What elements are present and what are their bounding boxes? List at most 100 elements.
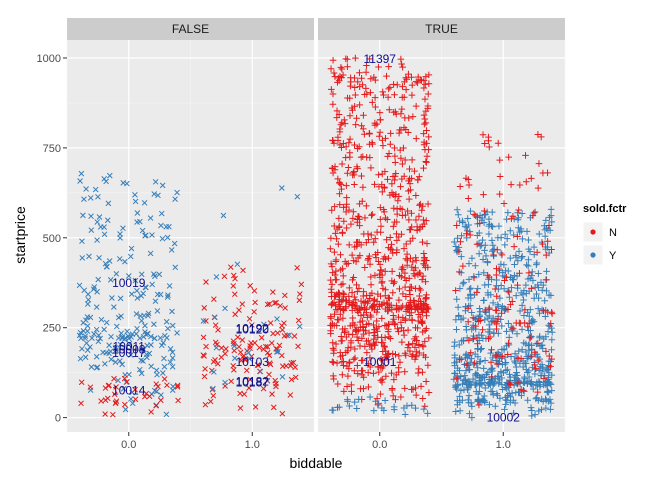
data-point-y (491, 378, 498, 386)
data-point-n (412, 285, 419, 292)
data-point-y (87, 195, 94, 201)
data-point-n (242, 357, 249, 363)
point-annotation: 10017 (112, 346, 146, 360)
data-point-y (501, 230, 509, 238)
data-point-n (392, 170, 400, 177)
data-point-y (147, 215, 154, 221)
data-point-y (77, 355, 84, 362)
data-point-y (119, 361, 125, 368)
data-point-y (506, 371, 513, 378)
data-point-y (169, 308, 175, 315)
data-point-n (121, 375, 128, 382)
data-point-n (509, 324, 517, 332)
data-point-n (465, 176, 472, 183)
data-point-y (156, 271, 163, 278)
data-point-n (349, 319, 357, 327)
data-point-n (368, 139, 376, 146)
data-point-y (351, 398, 358, 406)
data-point-n (230, 283, 237, 289)
data-point-y (279, 374, 286, 380)
data-point-n (457, 238, 464, 246)
data-point-n (246, 316, 253, 322)
data-point-y (489, 381, 497, 389)
data-point-n (413, 223, 421, 231)
data-point-n (383, 216, 391, 223)
data-point-y (522, 348, 530, 356)
data-point-n (353, 163, 361, 171)
data-point-n (505, 379, 513, 387)
data-point-y (346, 402, 353, 410)
data-point-y (513, 369, 520, 376)
data-point-y (212, 314, 218, 321)
data-point-y (401, 411, 409, 418)
data-point-y (484, 258, 491, 265)
data-point-n (395, 328, 402, 335)
data-point-n (362, 85, 370, 92)
data-point-n (420, 164, 427, 172)
data-point-n (327, 285, 335, 293)
data-point-y (456, 407, 464, 415)
data-point-n (531, 348, 539, 356)
data-point-n (422, 217, 430, 224)
data-point-n (247, 282, 254, 289)
data-point-n (463, 230, 470, 238)
data-point-y (451, 362, 459, 369)
data-point-n (371, 341, 378, 349)
data-point-y (525, 245, 533, 253)
data-point-y (168, 247, 175, 253)
data-point-n (414, 305, 421, 313)
data-point-y (82, 335, 88, 342)
data-point-y (476, 305, 483, 312)
data-point-n (251, 288, 258, 294)
data-point-n (349, 300, 356, 308)
data-point-n (329, 100, 337, 108)
data-point-y (517, 227, 525, 235)
data-point-n (362, 68, 370, 76)
data-point-n (102, 411, 108, 417)
data-point-n (424, 90, 432, 98)
data-point-n (401, 156, 409, 164)
data-point-y (545, 388, 552, 396)
data-point-y (122, 258, 128, 265)
data-point-n (368, 210, 376, 218)
data-point-n (405, 341, 412, 349)
data-point-n (247, 376, 254, 383)
data-point-n (332, 256, 340, 264)
data-point-n (78, 400, 84, 407)
data-point-y (531, 411, 539, 418)
data-point-y (257, 368, 264, 375)
data-point-n (361, 91, 368, 98)
data-point-n (334, 137, 342, 144)
data-point-y (488, 208, 496, 216)
data-point-n (387, 245, 394, 253)
data-point-n (270, 330, 276, 337)
data-point-n (547, 363, 554, 370)
data-point-n (548, 310, 556, 317)
data-point-y (468, 254, 476, 262)
data-point-y (524, 369, 531, 376)
data-point-y (77, 178, 83, 184)
data-point-n (350, 257, 357, 264)
data-point-n (337, 281, 345, 289)
data-point-n (377, 266, 385, 274)
data-point-n (465, 337, 473, 344)
data-point-y (547, 206, 555, 213)
data-point-n (423, 159, 430, 166)
data-point-y (511, 272, 518, 279)
data-point-n (392, 108, 399, 116)
data-point-n (337, 305, 344, 312)
data-point-n (355, 285, 363, 292)
data-point-y (526, 312, 533, 320)
data-point-n (337, 64, 345, 71)
data-point-n (365, 383, 372, 391)
data-point-n (336, 190, 343, 198)
data-point-n (420, 216, 427, 224)
data-point-n (343, 333, 350, 341)
data-point-y (452, 384, 459, 391)
data-point-y (117, 235, 123, 241)
data-point-y (132, 191, 138, 198)
data-point-y (490, 330, 497, 337)
data-point-n (360, 311, 367, 319)
data-point-n (420, 250, 428, 257)
data-point-y (533, 259, 541, 267)
